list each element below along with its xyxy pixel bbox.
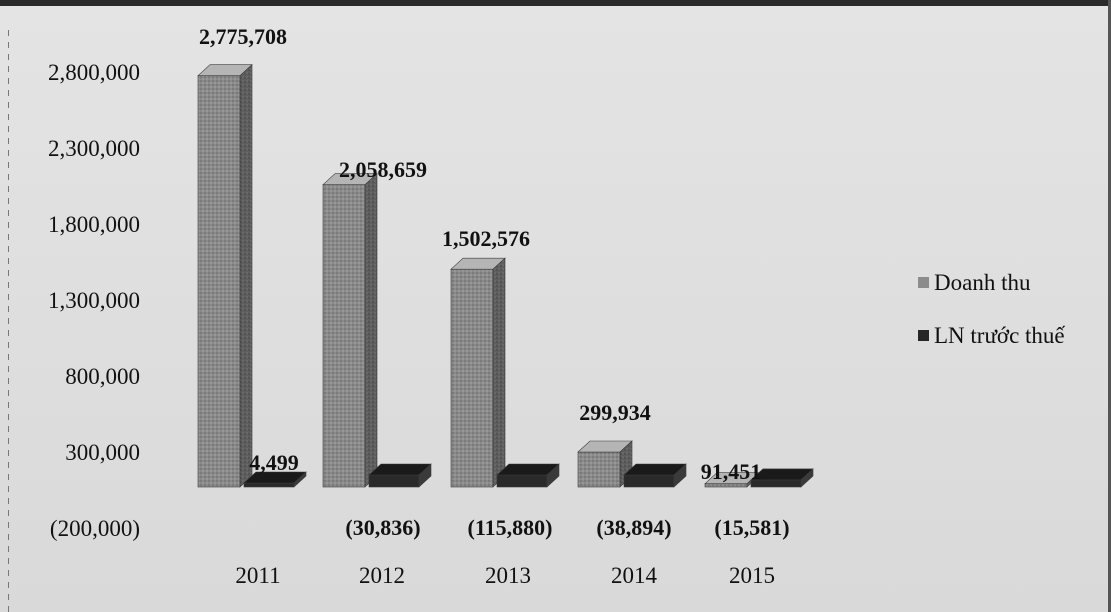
bar-doanh-thu	[450, 257, 506, 488]
left-border	[8, 30, 9, 612]
y-tick-label: 1,300,000	[48, 288, 140, 313]
y-axis: 2,800,000 2,300,000 1,800,000 1,300,000 800,…	[48, 60, 140, 541]
data-label-doanh-thu: 91,451	[701, 459, 762, 484]
data-label-ln-truoc-thue: (38,894)	[596, 515, 671, 540]
bar-doanh-thu	[197, 64, 253, 488]
y-tick-label: 800,000	[65, 364, 140, 389]
top-border	[0, 0, 1111, 6]
data-label-ln-truoc-thue: (30,836)	[345, 515, 420, 540]
x-tick-label: 2014	[611, 563, 658, 588]
data-label-ln-truoc-thue: (115,880)	[468, 515, 553, 540]
y-tick-label: 1,800,000	[48, 212, 140, 237]
data-label-doanh-thu: 2,775,708	[199, 24, 287, 49]
y-tick-label: 300,000	[65, 440, 140, 465]
data-label-doanh-thu: 2,058,659	[339, 157, 427, 182]
y-tick-label: 2,800,000	[48, 60, 140, 85]
right-border	[1108, 0, 1111, 612]
legend-label: LN trước thuế	[934, 323, 1065, 348]
legend-swatch	[918, 277, 929, 288]
x-tick-label: 2011	[235, 563, 280, 588]
legend-label: Doanh thu	[934, 270, 1031, 295]
data-label-ln-truoc-thue: 4,499	[249, 450, 299, 475]
y-tick-label: (200,000)	[50, 516, 140, 541]
bar-ln-truoc-thue	[750, 468, 814, 488]
bar-doanh-thu	[322, 173, 378, 488]
x-tick-label: 2013	[485, 563, 531, 588]
bar-doanh-thu	[577, 440, 633, 488]
data-label-doanh-thu: 299,934	[579, 400, 651, 425]
bar-ln-truoc-thue	[243, 471, 307, 488]
legend-item-doanh-thu: Doanh thu	[918, 270, 1031, 295]
bar-ln-truoc-thue	[368, 463, 432, 488]
legend-item-ln-truoc-thue: LN trước thuế	[918, 323, 1065, 348]
x-tick-label: 2012	[359, 563, 405, 588]
data-label-ln-truoc-thue: (15,581)	[714, 515, 789, 540]
bar-ln-truoc-thue	[623, 463, 687, 488]
x-tick-label: 2015	[729, 563, 775, 588]
bars	[197, 64, 814, 488]
y-tick-label: 2,300,000	[48, 136, 140, 161]
bar-ln-truoc-thue	[496, 463, 560, 488]
data-labels: 2,775,708 2,058,659 1,502,576 299,934 91,451…	[199, 24, 790, 540]
data-label-doanh-thu: 1,502,576	[442, 226, 530, 251]
legend-swatch	[918, 330, 929, 341]
legend: Doanh thu LN trước thuế	[918, 270, 1065, 348]
x-axis: 2011 2012 2013 2014 2015	[235, 563, 775, 588]
